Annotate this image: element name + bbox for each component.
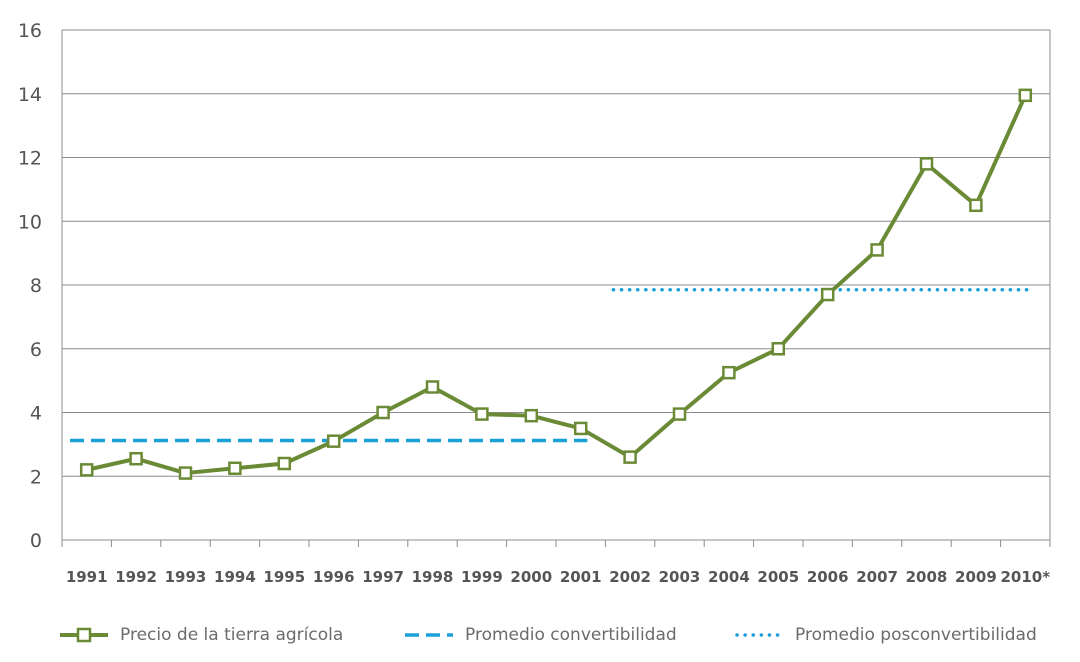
x-tick-label: 2009 [955, 568, 997, 586]
x-tick-label: 1996 [313, 568, 355, 586]
legend-swatch-dashed [405, 633, 453, 637]
x-tick-label: 2007 [856, 568, 898, 586]
data-point-1994 [228, 461, 242, 476]
y-tick-label: 0 [30, 530, 42, 552]
data-point-1997 [376, 405, 390, 420]
legend-label-convertibilidad: Promedio convertibilidad [465, 625, 677, 645]
data-point-1999 [475, 407, 489, 421]
y-tick-label: 14 [18, 84, 42, 106]
x-tick-label: 1999 [461, 568, 503, 586]
data-point-2008 [919, 157, 934, 171]
data-point-1995 [277, 456, 292, 471]
y-tick-label: 16 [18, 20, 42, 42]
x-tick-label: 2000 [510, 568, 552, 586]
x-tick-label: 2010* [1001, 568, 1051, 586]
x-tick-label: 1994 [214, 568, 256, 586]
data-point-1996 [326, 434, 341, 448]
y-tick-label: 2 [30, 466, 42, 488]
y-tick-label: 10 [18, 211, 42, 233]
legend-label-price: Precio de la tierra agrícola [120, 625, 344, 645]
data-point-2000 [524, 408, 539, 423]
data-point-1993 [178, 466, 193, 480]
data-point-1992 [129, 451, 143, 466]
y-tick-label: 4 [30, 403, 42, 425]
x-tick-label: 2008 [906, 568, 948, 586]
data-point-2009 [969, 198, 983, 213]
legend-item-convertibilidad: Promedio convertibilidad [405, 620, 677, 650]
x-tick-label: 2001 [560, 568, 602, 586]
x-tick-label: 1993 [165, 568, 207, 586]
data-point-2007 [870, 243, 884, 257]
legend-swatch-price [60, 627, 108, 643]
y-tick-label: 8 [30, 275, 42, 297]
data-point-2006 [820, 287, 835, 302]
x-tick-label: 2004 [708, 568, 750, 586]
data-point-2001 [573, 421, 588, 436]
legend-label-posconvertibilidad: Promedio posconvertibilidad [795, 625, 1037, 645]
legend-swatch-dotted [735, 633, 783, 637]
y-axis-ticks: 0 2 4 6 8 10 12 14 16 [18, 20, 42, 552]
data-point-1998 [425, 380, 440, 394]
x-tick-label: 1998 [412, 568, 454, 586]
data-point-2005 [771, 342, 786, 356]
x-tick-label: 1995 [263, 568, 305, 586]
legend-item-posconvertibilidad: Promedio posconvertibilidad [735, 620, 1037, 650]
x-tick-label: 1991 [66, 568, 108, 586]
y-tick-label: 12 [18, 148, 42, 170]
data-point-2003 [672, 407, 687, 421]
legend-item-price: Precio de la tierra agrícola [60, 620, 343, 650]
data-point-1991 [79, 463, 94, 477]
x-tick-label: 2003 [659, 568, 701, 586]
x-tick-label: 1997 [362, 568, 404, 586]
data-point-2010* [1018, 88, 1033, 103]
reference-lines [70, 288, 1034, 443]
x-tick-label: 1992 [115, 568, 157, 586]
gridlines [61, 29, 1051, 541]
legend: Precio de la tierra agrícola Promedio co… [0, 620, 1080, 650]
data-point-2002 [623, 450, 637, 464]
data-point-2004 [722, 365, 736, 380]
price-line [86, 94, 1028, 476]
y-tick-label: 6 [30, 339, 42, 361]
price-series [79, 88, 1033, 480]
x-tick-label: 2002 [609, 568, 651, 586]
x-tick-label: 2006 [807, 568, 849, 586]
x-axis-ticks: 1991 1992 1993 1994 1995 1996 1997 1998 1999 2000… [61, 540, 1051, 586]
x-tick-label: 2005 [757, 568, 799, 586]
